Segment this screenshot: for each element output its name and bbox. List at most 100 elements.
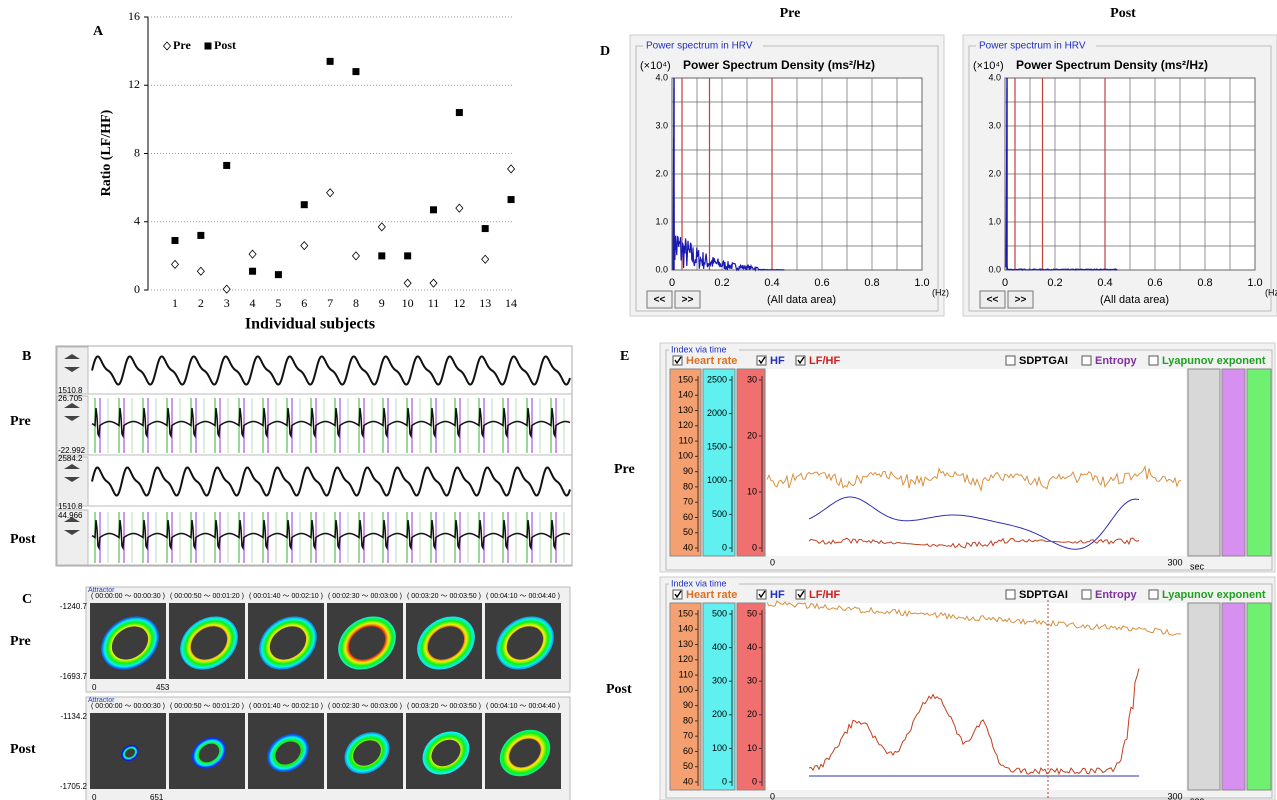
scale-tick-label: 130: [678, 405, 693, 415]
scale-tick-label: 70: [683, 497, 693, 507]
range-label: (All data area): [1100, 294, 1169, 306]
checkbox[interactable]: [1082, 590, 1091, 599]
scale-tick-label: 0: [752, 542, 757, 552]
row-label: Pre: [10, 414, 31, 429]
scale-column: [737, 369, 765, 556]
check-label[interactable]: SDPTGAI: [1019, 589, 1068, 601]
scale-tick-label: 0: [752, 776, 757, 786]
row-label: Pre: [614, 462, 635, 477]
x-tick-label: 1: [172, 296, 178, 310]
nav-button-label[interactable]: <<: [987, 295, 999, 306]
y-unit: (×10⁴): [973, 60, 1004, 72]
check-label[interactable]: Heart rate: [686, 589, 737, 601]
scale-tick-label: 200: [712, 709, 727, 719]
scale-tick-label: 500: [712, 509, 727, 519]
scale-tick-label: 80: [683, 481, 693, 491]
marker: [352, 68, 359, 75]
row-label: Pre: [10, 634, 31, 649]
spectrum-heading: Power Spectrum Density (ms²/Hz): [683, 58, 875, 72]
scale-tick-label: 10: [747, 743, 757, 753]
axis-label: 651: [150, 793, 164, 800]
nav-button-label[interactable]: >>: [1015, 295, 1027, 306]
nav-button-label[interactable]: <<: [654, 295, 666, 306]
y-tick-label: 0.0: [988, 264, 1001, 274]
row-label: Post: [10, 742, 36, 757]
panel-label: B: [22, 349, 31, 364]
y-unit: (×10⁴): [640, 60, 671, 72]
y-tick-label: 0.0: [655, 264, 668, 274]
check-label[interactable]: SDPTGAI: [1019, 355, 1068, 367]
x-tick-label: 0.6: [814, 277, 829, 289]
scale-tick-label: 60: [683, 746, 693, 756]
scale-tick-label: 30: [747, 676, 757, 686]
nav-button-label[interactable]: >>: [682, 295, 694, 306]
time-unit: sec: [1190, 561, 1205, 571]
checkbox[interactable]: [1006, 356, 1015, 365]
x-tick-label: 14: [505, 296, 517, 310]
marker: [482, 225, 489, 232]
marker: [430, 206, 437, 213]
side-column: [1188, 603, 1220, 790]
x-tick-label: 0.2: [714, 277, 729, 289]
x-tick-label: 12: [453, 296, 465, 310]
check-label[interactable]: HF: [770, 589, 785, 601]
checkbox[interactable]: [1006, 590, 1015, 599]
scale-tick-label: 150: [678, 374, 693, 384]
scale-tick-label: 500: [712, 608, 727, 618]
scale-label: 1510.8: [58, 502, 83, 511]
scale-tick-label: 0: [722, 542, 727, 552]
checkbox[interactable]: [1149, 590, 1158, 599]
y-tick-label: 1.0: [655, 216, 668, 226]
scale-tick-label: 150: [678, 608, 693, 618]
marker: [223, 162, 230, 169]
x-tick-label: 3: [224, 296, 230, 310]
panel-label: C: [22, 592, 32, 607]
group-title: Index via time: [671, 344, 727, 354]
side-column: [1188, 369, 1220, 556]
attractor-thumb: [90, 713, 166, 789]
window-label: ( 00:03:20 ～ 00:03:50 ): [407, 593, 481, 600]
scale-tick-label: 30: [747, 374, 757, 384]
x-tick-label: 0: [1002, 277, 1008, 289]
check-label[interactable]: LF/HF: [809, 355, 840, 367]
x-tick-label: 11: [428, 296, 440, 310]
y-tick-label: 0: [134, 282, 140, 296]
scale-tick-label: 40: [683, 776, 693, 786]
scale-column: [737, 603, 765, 790]
window-label: ( 00:00:00 ～ 00:00:30 ): [91, 593, 165, 600]
window-label: ( 00:04:10 ～ 00:04:40 ): [486, 593, 560, 600]
checkbox[interactable]: [1149, 356, 1158, 365]
page: A0481216Ratio (LF/HF)Individual subjects…: [0, 0, 1277, 800]
marker: [301, 201, 308, 208]
y-tick-label: 2.0: [988, 168, 1001, 178]
check-label[interactable]: Entropy: [1095, 355, 1137, 367]
scale-tick-label: 50: [683, 527, 693, 537]
window-label: ( 00:02:30 ～ 00:03:00 ): [328, 593, 402, 600]
scale-tick-label: 2500: [707, 374, 727, 384]
window-label: ( 00:01:40 ～ 00:02:10 ): [249, 593, 323, 600]
x-tick-label: 2: [198, 296, 204, 310]
y-tick-label: 3.0: [655, 120, 668, 130]
scale-tick-label: 1000: [707, 475, 727, 485]
x-tick-label: 9: [379, 296, 385, 310]
check-label[interactable]: Lyapunov exponent: [1162, 355, 1266, 367]
check-label[interactable]: LF/HF: [809, 589, 840, 601]
scale-tick-label: 300: [712, 676, 727, 686]
scale-tick-label: 40: [747, 642, 757, 652]
check-label[interactable]: Heart rate: [686, 355, 737, 367]
check-label[interactable]: Lyapunov exponent: [1162, 589, 1266, 601]
check-label[interactable]: HF: [770, 355, 785, 367]
column-header: Post: [1110, 6, 1136, 21]
check-label[interactable]: Entropy: [1095, 589, 1137, 601]
spectrum-heading: Power Spectrum Density (ms²/Hz): [1016, 58, 1208, 72]
x-tick-label: 4: [250, 296, 256, 310]
marker: [404, 252, 411, 259]
side-column: [1222, 603, 1245, 790]
axis-label: -1693.7: [60, 672, 88, 681]
checkbox[interactable]: [1082, 356, 1091, 365]
marker: [456, 109, 463, 116]
attractor-thumb: [169, 713, 245, 789]
x-tick-label: 1.0: [1247, 277, 1262, 289]
marker: [275, 271, 282, 278]
y-tick-label: 2.0: [655, 168, 668, 178]
